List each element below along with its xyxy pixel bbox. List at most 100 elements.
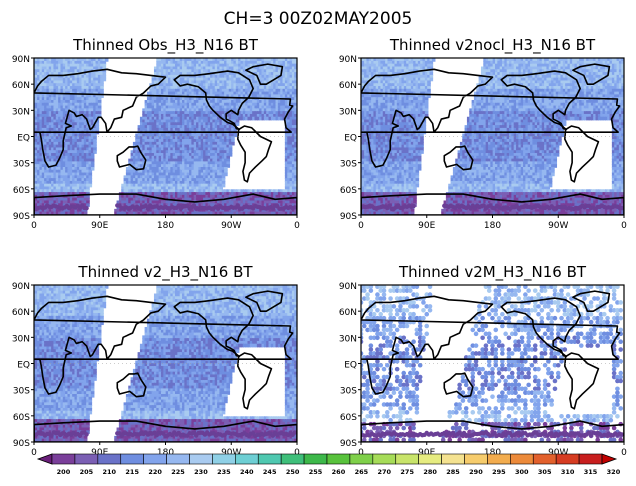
data-point [238,108,242,112]
data-point [177,72,181,76]
data-point [200,178,205,182]
data-point [224,127,228,132]
data-point [203,58,207,62]
data-point [280,58,284,62]
data-point [34,60,39,65]
data-point [179,178,184,182]
data-point [53,88,58,93]
data-point [226,108,231,112]
data-point [207,69,212,73]
data-point [184,139,188,143]
data-point [146,178,151,182]
data-point [53,60,58,65]
data-point [163,127,167,132]
data-point [60,77,65,82]
data-point [266,63,270,68]
data-point [217,211,221,215]
data-point [196,139,200,143]
data-point [60,86,65,90]
data-point [72,116,76,121]
data-point [247,113,252,118]
data-point [62,192,67,196]
data-point [62,100,67,104]
data-point [254,192,259,196]
data-point [226,164,231,168]
data-point [144,155,149,160]
data-point [76,208,81,213]
data-point [179,194,184,199]
data-point [62,83,67,87]
data-point [167,208,172,213]
data-point [156,172,160,177]
data-point [268,83,273,87]
data-point [156,141,160,146]
data-point [189,166,193,171]
data-point [191,116,195,121]
data-point [289,111,294,115]
data-point [205,133,209,138]
data-point [212,141,217,146]
data-point [261,77,266,82]
data-point [125,194,130,199]
data-point [196,192,200,196]
data-point [62,194,67,199]
data-point [179,88,184,93]
data-point [207,111,212,115]
data-point [156,153,160,157]
data-point [182,144,186,149]
data-point [62,105,67,110]
data-point [46,116,51,121]
data-point [142,200,146,205]
data-point [207,211,212,215]
lat-label: 30N [12,107,30,117]
data-point [217,194,221,199]
data-point [254,102,259,107]
data-point [224,105,228,110]
data-point [163,178,167,182]
data-point [200,166,205,171]
data-point [289,153,294,157]
data-point [165,180,170,185]
data-point [67,83,72,87]
data-point [184,164,188,168]
data-point [62,66,67,71]
data-point [86,164,90,168]
data-point [139,158,144,163]
data-point [132,200,137,205]
data-point [184,111,188,115]
data-point [97,111,102,115]
data-point [186,166,191,171]
data-point [205,127,209,132]
data-point [221,161,226,166]
data-point [198,194,202,199]
data-point [221,172,226,177]
data-point [221,77,226,82]
data-point [67,197,72,202]
data-point [125,186,130,191]
data-point [291,186,296,191]
data-point [93,125,97,129]
data-point [139,122,144,126]
data-point [74,66,79,71]
data-point [282,113,287,118]
data-point [249,63,254,68]
data-point [69,155,74,160]
data-point [170,211,174,215]
data-point [172,169,177,174]
data-point [163,83,167,87]
data-point [247,80,252,85]
data-point [217,172,221,177]
data-point [226,116,231,121]
data-point [275,194,280,199]
data-point [149,158,153,163]
data-point [53,175,58,179]
data-point [221,91,226,96]
data-point [90,77,95,82]
data-point [284,66,289,71]
data-point [88,66,93,71]
data-point [67,161,72,166]
data-point [130,200,135,205]
data-point [203,74,207,79]
data-point [207,178,212,182]
data-point [177,194,181,199]
